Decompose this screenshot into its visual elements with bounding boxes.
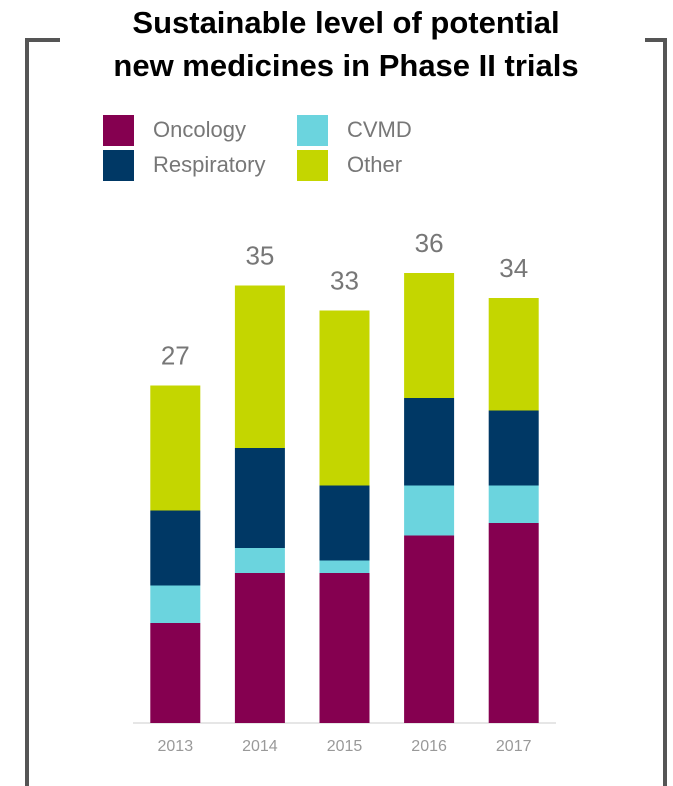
bar-segment bbox=[488, 485, 539, 523]
total-label: 36 bbox=[415, 228, 444, 258]
bar-segment bbox=[150, 585, 201, 623]
x-tick-label: 2016 bbox=[411, 738, 447, 755]
bar-segment bbox=[488, 298, 539, 411]
bar-segment bbox=[488, 523, 539, 723]
bar-segment bbox=[319, 573, 370, 723]
legend-label: CVMD bbox=[347, 117, 412, 142]
bar-segment bbox=[234, 573, 285, 723]
chart-title: new medicines in Phase II trials bbox=[113, 48, 578, 83]
total-label: 33 bbox=[330, 265, 359, 295]
bar-segment bbox=[234, 285, 285, 448]
bar-segment bbox=[404, 398, 455, 486]
legend-label: Other bbox=[347, 152, 402, 177]
bar-segment bbox=[319, 310, 370, 486]
bar-segment bbox=[488, 410, 539, 486]
x-tick-label: 2017 bbox=[496, 738, 532, 755]
legend-swatch bbox=[103, 115, 134, 146]
total-label: 34 bbox=[499, 253, 528, 283]
x-tick-label: 2014 bbox=[242, 738, 278, 755]
legend-swatch bbox=[103, 150, 134, 181]
bar-segment bbox=[319, 485, 370, 561]
bar-segment bbox=[150, 385, 201, 511]
total-label: 35 bbox=[245, 240, 274, 270]
bar-segment bbox=[404, 273, 455, 398]
bar-segment bbox=[150, 510, 201, 586]
legend-label: Oncology bbox=[153, 117, 246, 142]
frame-right bbox=[645, 38, 667, 786]
bar-segment bbox=[404, 485, 455, 536]
x-tick-label: 2015 bbox=[327, 738, 363, 755]
chart-title: Sustainable level of potential bbox=[132, 5, 559, 40]
bar-segment bbox=[319, 560, 370, 573]
bar-segment bbox=[404, 535, 455, 723]
frame-left bbox=[25, 38, 60, 786]
legend-label: Respiratory bbox=[153, 152, 265, 177]
total-label: 27 bbox=[161, 340, 190, 370]
x-tick-label: 2013 bbox=[158, 738, 194, 755]
bar-segment bbox=[150, 623, 201, 723]
legend-swatch bbox=[297, 115, 328, 146]
legend-swatch bbox=[297, 150, 328, 181]
bar-segment bbox=[234, 548, 285, 573]
bar-segment bbox=[234, 448, 285, 548]
